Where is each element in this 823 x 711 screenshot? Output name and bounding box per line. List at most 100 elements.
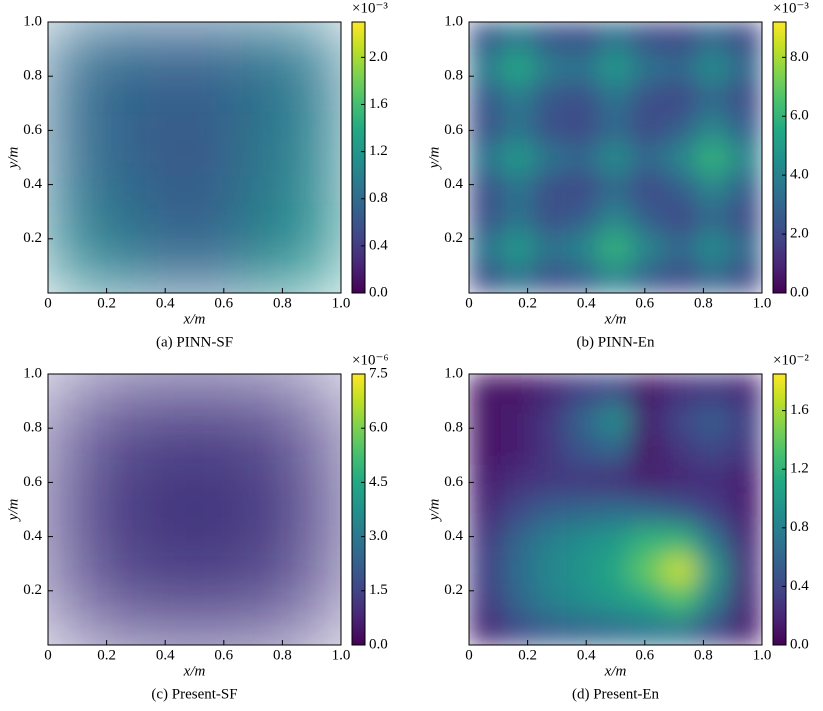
x-tick-label: 0.6 [635,647,654,663]
y-tick-label: 0.6 [23,122,42,138]
panel-caption: (b) PINN-En [577,334,655,350]
heatmap-cell [631,433,665,465]
heatmap [48,374,341,645]
x-axis-label: x/m [183,663,206,679]
heatmap-cell [566,22,600,53]
heatmap-cell [728,141,762,174]
colorbar-tick-label: 4.5 [369,474,388,490]
heatmap-cell [598,262,633,293]
x-tick-label: 0.2 [518,647,537,663]
heatmap-cell [533,141,568,174]
heatmap-cells [469,22,762,293]
y-tick-label: 1.0 [23,13,42,29]
heatmap-cell [598,111,633,143]
heatmap-cell [631,584,665,616]
panel-caption: (c) Present-SF [151,686,237,702]
x-tick-label: 0.6 [214,295,233,311]
heatmap-cell [566,262,600,293]
heatmap-cell [696,172,730,204]
x-tick-label: 0.8 [273,647,292,663]
heatmap-cell [48,22,147,113]
y-tick-label: 0.6 [444,122,463,138]
heatmap-cell [469,524,503,556]
heatmap-cell [598,202,633,234]
x-tick-label: 0.6 [635,295,654,311]
heatmap-cell [501,433,535,465]
y-tick-label: 0.4 [23,528,42,544]
x-tick-label: 1.0 [332,647,351,663]
heatmap-cell [469,614,503,645]
y-tick-label: 0.2 [23,582,42,598]
heatmap-cell [598,433,633,465]
heatmap-cell [194,509,341,645]
colorbar-multiplier: ×10⁻³ [352,0,388,16]
heatmap-cell [566,584,600,616]
heatmap-cell [145,22,244,113]
heatmap-cell [631,554,665,586]
heatmap-cell [598,232,633,264]
heatmap-cell [501,111,535,143]
heatmap-cell [598,403,633,435]
colorbar-tick-label: 1.2 [369,143,388,159]
heatmap-cell [696,51,730,83]
heatmap-cell [598,374,633,405]
heatmap-cell [501,202,535,234]
heatmap-cell [566,172,600,204]
x-tick-label: 0 [44,295,52,311]
heatmap-cell [663,614,698,645]
heatmap-cell [663,493,698,526]
heatmap-cell [631,262,665,293]
x-tick-label: 0.4 [156,647,175,663]
colorbar-tick-label: 2.0 [790,226,809,242]
heatmap-cell [728,262,762,293]
heatmap-cell [501,614,535,645]
colorbar [772,21,787,294]
plot-frame [468,21,763,294]
heatmap-cell [145,202,244,293]
heatmap-cell [566,463,600,495]
colorbar-tick-label: 0.4 [369,237,388,253]
heatmap-cell [728,111,762,143]
heatmap-cell [469,493,503,526]
heatmap-cells [48,22,341,293]
heatmap-cell [501,403,535,435]
x-axis-label: x/m [183,311,206,327]
heatmap-cell [696,141,730,174]
heatmap-cell [469,141,503,174]
heatmap-cell [598,554,633,586]
heatmap-cell [501,524,535,556]
heatmap-cell [566,554,600,586]
colorbar [351,373,366,646]
x-tick-label: 1.0 [753,647,772,663]
colorbar-multiplier: ×10⁻² [773,352,809,368]
heatmap-cell [631,51,665,83]
x-tick-label: 0 [465,295,473,311]
heatmap-cell [566,433,600,465]
heatmap-cell [533,22,568,53]
x-tick-label: 1.0 [753,295,772,311]
x-tick-label: 0.4 [156,295,175,311]
heatmap-cell [194,374,341,510]
heatmap-cell [696,433,730,465]
y-axis-label: y/m [426,147,442,171]
heatmap-cell [631,493,665,526]
heatmap-cell [696,81,730,113]
heatmap-cell [566,81,600,113]
y-tick-label: 0.2 [23,230,42,246]
heatmap-cell [533,202,568,234]
heatmap-cell [631,614,665,645]
heatmap-cell [242,202,341,293]
heatmap-cell [696,554,730,586]
heatmap-cell [566,202,600,234]
heatmap-cell [469,81,503,113]
heatmap-cell [631,81,665,113]
colorbar-tick-label: 1.5 [369,582,388,598]
heatmap-cell [501,81,535,113]
y-tick-label: 0.6 [23,474,42,490]
heatmap-cell [663,584,698,616]
plot-frame [47,21,342,294]
heatmap-cell [598,463,633,495]
y-tick-label: 0.4 [444,176,463,192]
x-tick-label: 1.0 [332,295,351,311]
